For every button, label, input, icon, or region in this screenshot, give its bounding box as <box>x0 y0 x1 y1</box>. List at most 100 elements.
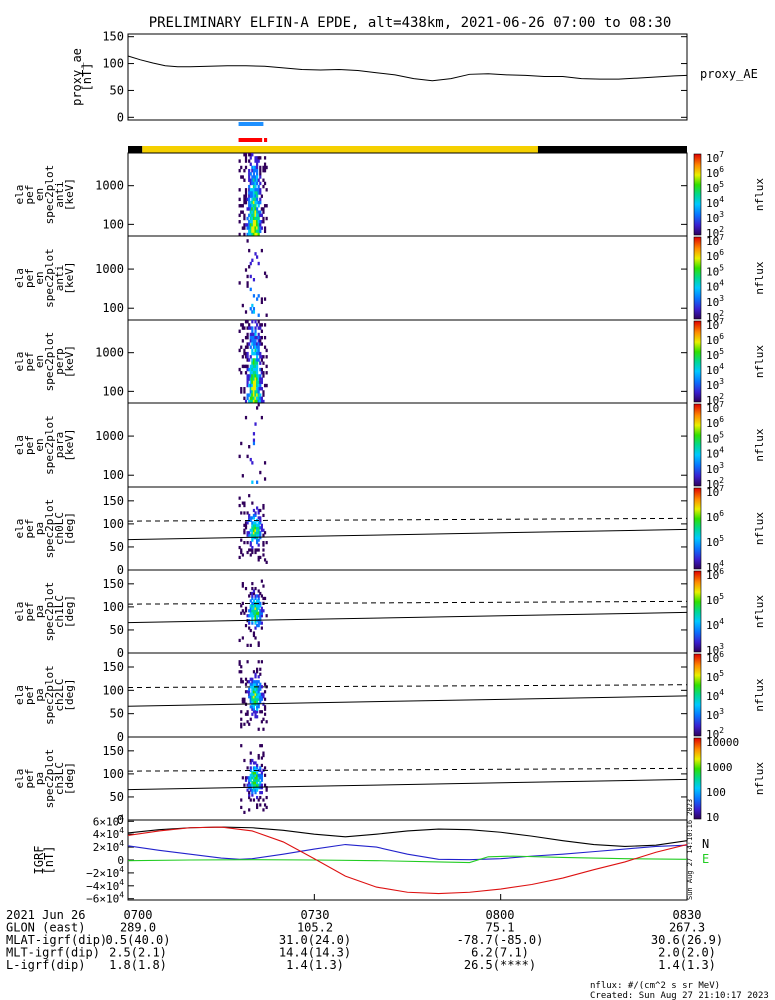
spec-cell <box>252 371 256 375</box>
panel-tick-label-anti_en: 1000 <box>95 179 124 193</box>
colorbar-perp_en <box>693 320 702 403</box>
spec-cell <box>256 606 259 610</box>
spec-cell <box>260 297 263 301</box>
spec-cell <box>251 339 254 343</box>
spec-cell <box>256 687 259 691</box>
spec-cell <box>249 776 252 780</box>
spec-cell <box>251 399 254 404</box>
spec-cell <box>257 594 260 598</box>
spec-cell <box>254 675 257 679</box>
spec-cell <box>246 223 249 227</box>
loss-cone-dashed-ch1LC <box>127 600 688 605</box>
spec-cell <box>240 611 243 615</box>
spec-cell <box>260 415 263 420</box>
spec-cell <box>262 506 265 510</box>
spec-cell <box>251 197 254 202</box>
spec-cell <box>246 232 249 237</box>
spec-cell <box>257 606 260 610</box>
spec-cell <box>251 168 254 173</box>
spec-cell <box>260 220 263 224</box>
xaxis-row-value-1-3: 267.3 <box>669 921 705 935</box>
spec-cell <box>256 371 259 375</box>
spec-cell <box>257 538 260 542</box>
colorbar-tick-perp_en: 106 <box>706 332 724 347</box>
spec-cell <box>251 687 254 691</box>
colorbar-tick-anti_en: 105 <box>706 180 724 195</box>
spec-cell <box>254 226 257 230</box>
spec-cell <box>251 387 254 391</box>
spec-cell <box>251 690 254 694</box>
spec-cell <box>246 720 249 724</box>
spec-cell <box>254 168 257 173</box>
spec-cell <box>243 523 246 527</box>
spec-cell <box>260 776 263 780</box>
spec-cell <box>260 594 263 598</box>
spec-cell <box>246 531 249 535</box>
spec-cell <box>251 586 254 591</box>
spec-cell <box>257 294 260 298</box>
igrf-ylabel-0: IGRF <box>32 846 46 875</box>
spec-cell <box>259 700 262 704</box>
spec-cell <box>248 204 251 208</box>
spec-cell <box>243 541 246 545</box>
spec-cell <box>240 670 243 674</box>
spec-cell <box>256 335 259 340</box>
spec-cell <box>251 550 254 555</box>
spec-cell <box>248 168 251 173</box>
colorbar-anti_en2 <box>693 236 702 320</box>
spec-cell <box>254 229 257 234</box>
spec-cell <box>259 695 262 699</box>
spec-cell <box>257 320 260 324</box>
spec-cell <box>249 380 252 385</box>
spec-cell <box>263 682 267 686</box>
spec-cell <box>256 342 259 346</box>
spec-cell <box>265 313 268 317</box>
spec-cell <box>252 390 256 394</box>
spec-cell <box>254 165 257 170</box>
spec-cell <box>244 310 248 314</box>
spec-cell <box>256 548 259 552</box>
spec-cell <box>252 528 256 532</box>
bar-science_zone_red <box>238 138 263 142</box>
spec-cell <box>256 776 259 780</box>
spec-cell <box>256 361 259 365</box>
spec-cell <box>244 200 248 205</box>
spec-cell <box>256 181 259 186</box>
spec-cell <box>243 396 246 401</box>
spec-cell <box>252 687 256 691</box>
colorbar-tick-perp_en: 103 <box>706 377 724 392</box>
spec-cell <box>257 387 260 391</box>
spec-cell <box>259 786 262 790</box>
spec-cell <box>252 778 256 782</box>
spec-cell <box>249 692 252 696</box>
spec-cell <box>238 204 241 208</box>
spec-cell <box>254 781 257 785</box>
colorbar-tick-anti_en2: 105 <box>706 263 724 278</box>
spec-cell <box>263 705 267 709</box>
spec-cell <box>251 771 254 775</box>
spec-cell <box>251 303 254 308</box>
spec-cell <box>263 204 267 208</box>
spec-cell <box>260 692 263 696</box>
panel-tick-label-anti_en2: 1000 <box>95 262 124 276</box>
spec-cell <box>256 526 259 530</box>
colorbar-tick-anti_en: 106 <box>706 165 724 180</box>
spec-cell <box>254 626 257 630</box>
panel-tick-label-ch2LC: 100 <box>102 683 124 697</box>
spec-cell <box>265 364 268 369</box>
spec-cell <box>240 548 243 552</box>
colorbar-tick-para_en: 102 <box>706 476 724 491</box>
spec-cell <box>238 496 241 500</box>
spec-cell <box>257 348 260 353</box>
spec-cell <box>238 503 241 508</box>
spec-cell <box>262 584 265 588</box>
spec-cell <box>249 191 252 195</box>
spec-cell <box>260 579 263 583</box>
spec-cell <box>251 207 254 211</box>
spec-cell <box>257 621 260 625</box>
spec-cell <box>254 335 257 340</box>
spec-cell <box>257 680 260 684</box>
spec-cell <box>249 367 252 372</box>
spec-cell <box>263 383 267 388</box>
spec-cell <box>238 220 241 224</box>
